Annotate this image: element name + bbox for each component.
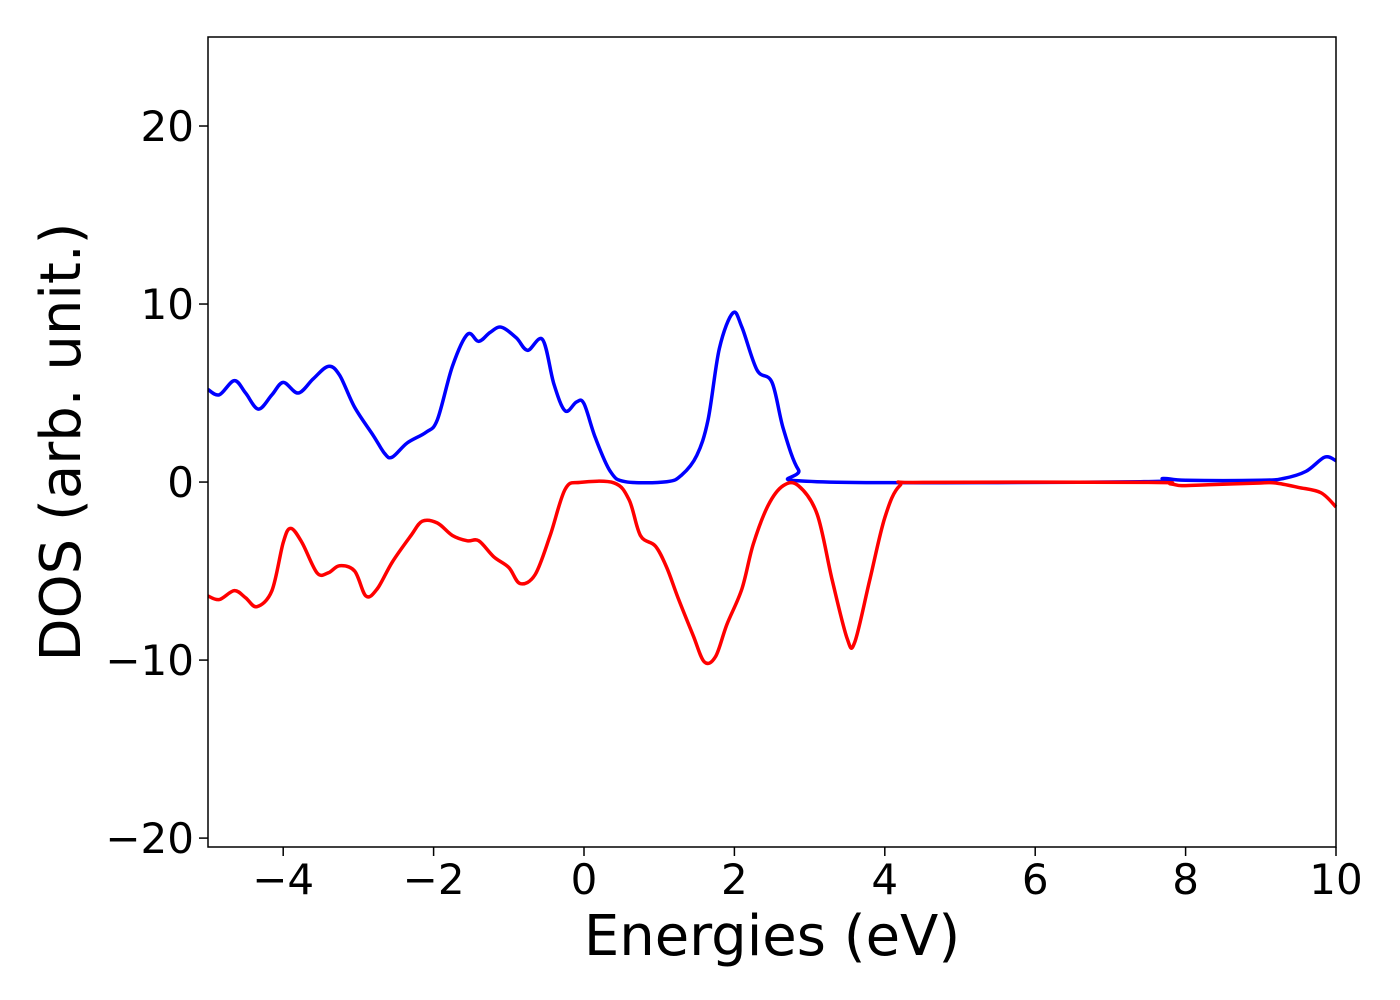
y-tick-label: 20 bbox=[141, 102, 194, 151]
x-tick-label: −2 bbox=[403, 855, 465, 904]
y-axis-title: DOS (arb. unit.) bbox=[29, 222, 94, 661]
series-line-blue bbox=[207, 310, 1337, 485]
y-axis-ticks: −20 −10 0 10 20 bbox=[105, 102, 208, 863]
series-layer bbox=[207, 310, 1338, 666]
x-axis-ticks: −4 −2 0 2 4 6 8 10 bbox=[252, 847, 1363, 904]
x-tick-label: 2 bbox=[721, 855, 748, 904]
x-axis-title: Energies (eV) bbox=[584, 904, 960, 969]
x-tick-label: 10 bbox=[1309, 855, 1362, 904]
y-tick-label: 0 bbox=[167, 458, 194, 507]
series-line-red bbox=[207, 479, 1338, 666]
x-tick-label: 6 bbox=[1022, 855, 1049, 904]
x-tick-label: 8 bbox=[1172, 855, 1199, 904]
y-tick-label: −20 bbox=[105, 814, 194, 863]
y-tick-label: 10 bbox=[141, 280, 194, 329]
x-tick-label: 4 bbox=[871, 855, 898, 904]
plot-frame bbox=[207, 36, 1337, 848]
y-tick-label: −10 bbox=[105, 636, 194, 685]
x-tick-label: 0 bbox=[571, 855, 598, 904]
x-tick-label: −4 bbox=[252, 855, 314, 904]
